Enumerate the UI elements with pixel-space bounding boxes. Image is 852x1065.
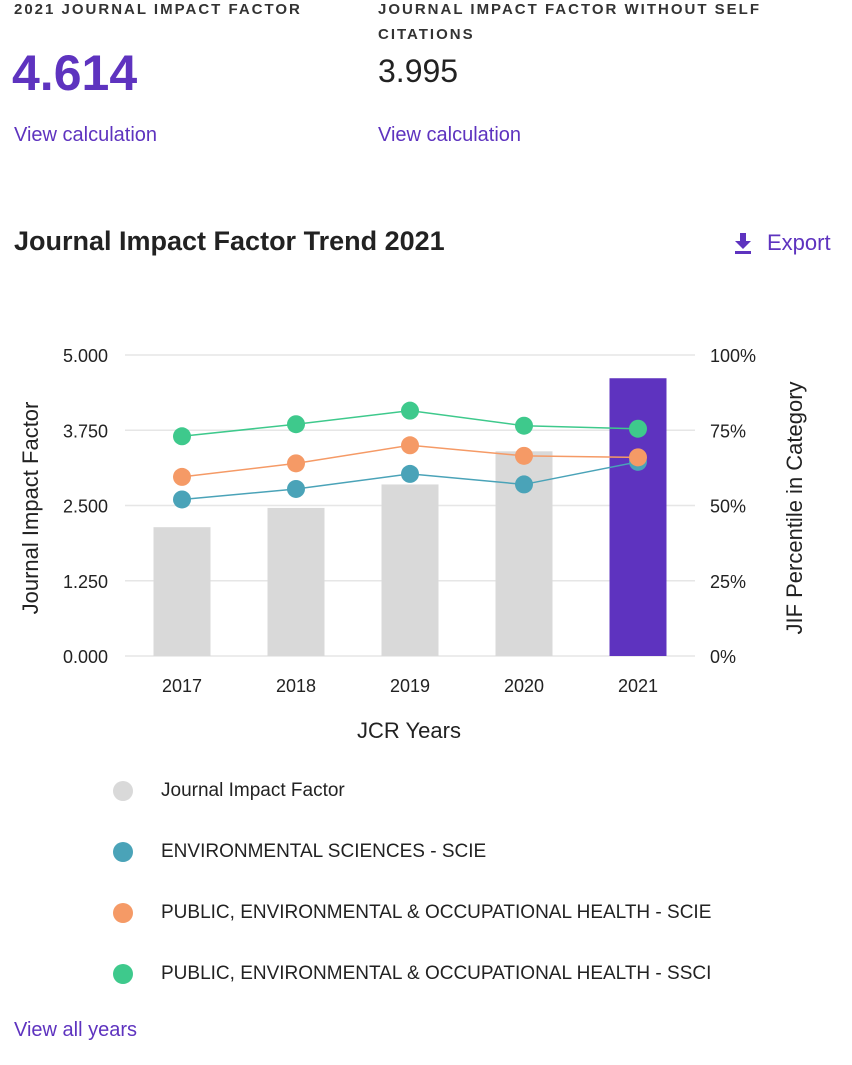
series-1-point-2020[interactable]: [515, 446, 533, 465]
bar-2019[interactable]: [381, 484, 439, 656]
y2-tick-label: 50%: [710, 497, 746, 517]
series-2-point-2021[interactable]: [629, 419, 647, 438]
x-tick-label: 2021: [618, 676, 658, 696]
y2-tick-label: 25%: [710, 572, 746, 592]
jif-no-self-view-calculation-link[interactable]: View calculation: [378, 124, 522, 146]
x-axis-label: JCR Years: [357, 718, 461, 743]
y-tick-label: 3.750: [63, 421, 108, 441]
jif-label: 2021 JOURNAL IMPACT FACTOR: [14, 1, 302, 18]
series-1-point-2018[interactable]: [287, 454, 305, 473]
jif-value: 4.614: [12, 45, 138, 101]
legend-swatch-public-health-scie: [113, 902, 133, 923]
legend-swatch-public-health-ssci: [113, 963, 133, 984]
y2-axis-label: JIF Percentile in Category: [782, 381, 807, 634]
view-all-years-link[interactable]: View all years: [14, 1019, 138, 1041]
bar-2018[interactable]: [267, 507, 325, 656]
y2-tick-label: 75%: [710, 421, 746, 441]
legend-item-env-sciences-scie: ENVIRONMENTAL SCIENCES - SCIE: [113, 821, 711, 882]
x-tick-label: 2020: [504, 676, 544, 696]
export-label: Export: [767, 230, 831, 255]
series-1-point-2021[interactable]: [629, 448, 647, 467]
jif-no-self-value: 3.995: [378, 53, 459, 89]
series-2-point-2017[interactable]: [173, 427, 191, 446]
series-1-point-2019[interactable]: [401, 436, 419, 455]
y-tick-label: 5.000: [63, 346, 108, 366]
series-2-point-2020[interactable]: [515, 416, 533, 435]
y-axis-label: Journal Impact Factor: [18, 402, 43, 615]
series-0-point-2020[interactable]: [515, 475, 533, 494]
y-tick-label: 0.000: [63, 647, 108, 667]
legend-swatch-env-sciences-scie: [113, 841, 133, 862]
legend-swatch-jif: [113, 780, 133, 801]
series-0-point-2017[interactable]: [173, 490, 191, 509]
series-0-point-2018[interactable]: [287, 479, 305, 498]
jif-no-self-label: JOURNAL IMPACT FACTOR WITHOUT SELF CITAT…: [378, 1, 761, 43]
trend-title: Journal Impact Factor Trend 2021: [14, 226, 445, 256]
export-button[interactable]: Export: [733, 230, 831, 256]
x-tick-label: 2018: [276, 676, 316, 696]
legend-item-jif: Journal Impact Factor: [113, 760, 711, 821]
y-tick-label: 1.250: [63, 572, 108, 592]
series-2-point-2019[interactable]: [401, 401, 419, 420]
download-icon: [735, 233, 751, 254]
legend-label-public-health-scie: PUBLIC, ENVIRONMENTAL & OCCUPATIONAL HEA…: [161, 901, 712, 923]
bar-2017[interactable]: [153, 527, 211, 656]
jif-trend-chart: 0.000 0% 1.250 25% 2.500 50% 3.750 75% 5.000 100%…: [18, 346, 807, 743]
series-2-point-2018[interactable]: [287, 415, 305, 434]
series-1-point-2017[interactable]: [173, 467, 191, 486]
y2-tick-label: 0%: [710, 647, 736, 667]
legend-label-public-health-ssci: PUBLIC, ENVIRONMENTAL & OCCUPATIONAL HEA…: [161, 962, 712, 984]
legend-label-env-sciences-scie: ENVIRONMENTAL SCIENCES - SCIE: [161, 840, 487, 862]
y-tick-label: 2.500: [63, 497, 108, 517]
legend-item-public-health-ssci: PUBLIC, ENVIRONMENTAL & OCCUPATIONAL HEA…: [113, 943, 711, 1004]
chart-legend: Journal Impact Factor ENVIRONMENTAL SCIE…: [113, 760, 711, 1004]
x-tick-label: 2017: [162, 676, 202, 696]
legend-item-public-health-scie: PUBLIC, ENVIRONMENTAL & OCCUPATIONAL HEA…: [113, 882, 711, 943]
x-tick-label: 2019: [390, 676, 430, 696]
legend-label-jif: Journal Impact Factor: [161, 779, 345, 801]
jif-view-calculation-link[interactable]: View calculation: [14, 124, 158, 146]
y2-tick-label: 100%: [710, 346, 756, 366]
series-0-point-2019[interactable]: [401, 464, 419, 483]
